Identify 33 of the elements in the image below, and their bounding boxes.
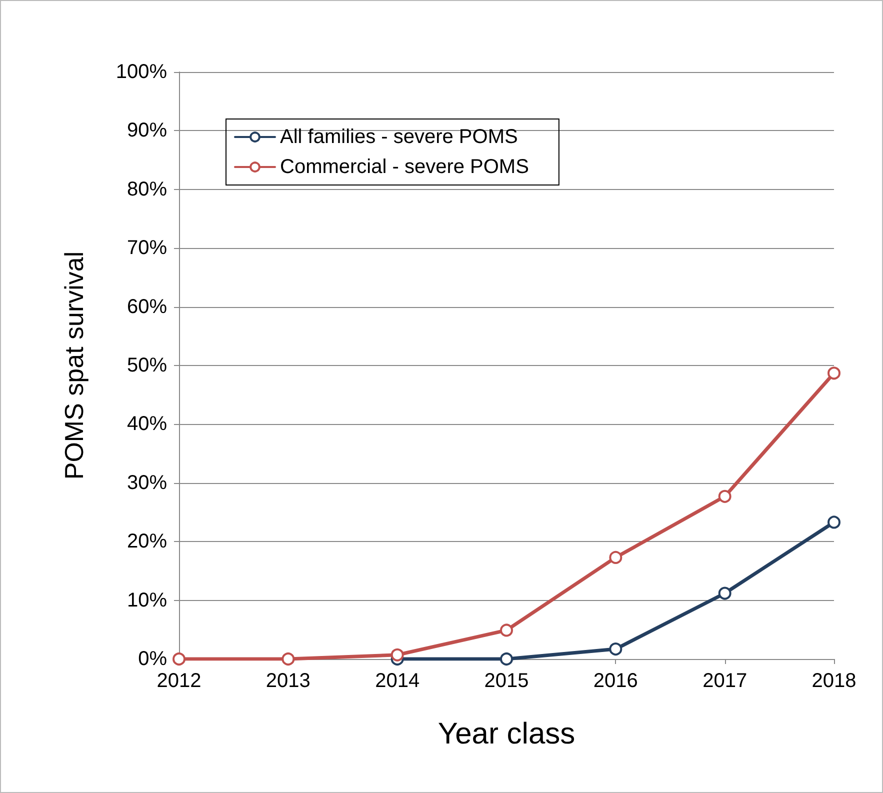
y-tick-label: 10% — [126, 589, 168, 612]
x-axis-title: Year class — [438, 718, 576, 750]
x-tick-label: 2017 — [702, 670, 748, 692]
x-tick-label: 2014 — [375, 670, 420, 692]
point — [500, 652, 513, 666]
y-tick-label: 90% — [126, 120, 168, 142]
x-tick-label: 2016 — [593, 670, 638, 692]
point — [828, 516, 840, 529]
point — [828, 366, 840, 380]
y-tick-label: 70% — [126, 237, 168, 260]
y-tick-label: 30% — [126, 472, 168, 494]
x-tick-label: 2018 — [812, 670, 856, 692]
y-axis-title: POMS spat survival — [59, 251, 89, 480]
y-tick-label: 0% — [138, 648, 168, 670]
y-tick-label: 40% — [126, 413, 168, 436]
point — [609, 642, 622, 656]
point — [282, 652, 295, 666]
y-tick-label: 50% — [126, 354, 168, 376]
legend-label: Commercial - severe POMS — [280, 156, 529, 178]
x-tick-label: 2015 — [484, 670, 529, 692]
point — [609, 550, 622, 564]
point — [390, 648, 404, 662]
point — [718, 490, 732, 503]
y-tick-label: 20% — [126, 530, 168, 553]
x-tick-label: 2013 — [266, 670, 310, 692]
y-tick-label: 60% — [126, 296, 168, 318]
point — [172, 652, 186, 666]
y-tick-label: 80% — [126, 178, 168, 200]
legend-label: All families - severe POMS — [280, 126, 518, 148]
y-tick-label: 100% — [116, 61, 168, 83]
point — [718, 586, 732, 600]
point — [500, 624, 513, 637]
x-tick-label: 2012 — [156, 670, 202, 692]
